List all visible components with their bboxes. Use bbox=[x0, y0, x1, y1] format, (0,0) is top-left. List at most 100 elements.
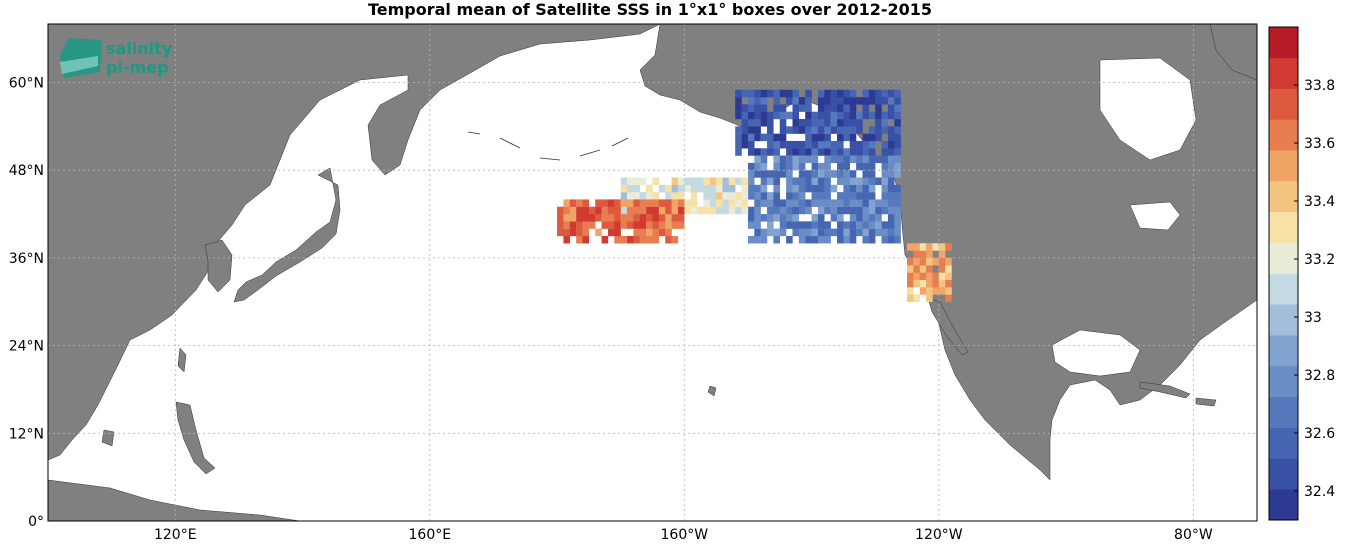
salinity-cell bbox=[760, 162, 768, 171]
salinity-cell bbox=[868, 235, 876, 244]
landmass-hainan bbox=[101, 429, 115, 447]
colorbar-tick-label: 33.8 bbox=[1304, 78, 1335, 94]
salinity-cell bbox=[620, 192, 628, 200]
salinity-cell bbox=[932, 279, 940, 288]
salinity-cell bbox=[817, 170, 825, 178]
salinity-cell bbox=[843, 133, 850, 142]
salinity-cell bbox=[716, 206, 723, 215]
salinity-cell bbox=[658, 221, 666, 229]
salinity-cell bbox=[639, 177, 647, 185]
salinity-cell bbox=[862, 235, 870, 244]
salinity-cell bbox=[887, 126, 895, 134]
salinity-cell bbox=[747, 89, 755, 98]
salinity-cell bbox=[817, 206, 825, 215]
salinity-cell bbox=[779, 140, 787, 149]
salinity-cell bbox=[932, 257, 940, 266]
salinity-cell bbox=[716, 177, 723, 185]
salinity-cell bbox=[887, 228, 895, 237]
salinity-cell bbox=[607, 199, 615, 207]
salinity-cell bbox=[747, 214, 755, 222]
salinity-cell bbox=[773, 97, 780, 105]
salinity-cell bbox=[849, 140, 857, 149]
salinity-cell bbox=[811, 133, 819, 142]
colorbar: 32.4 32.6 32.8 33 33.2 33.4 33.6 33.8 bbox=[1268, 26, 1335, 521]
salinity-cell bbox=[875, 228, 882, 237]
salinity-cell bbox=[792, 111, 800, 120]
landmass-hawaii bbox=[707, 385, 717, 397]
salinity-cell bbox=[684, 177, 691, 185]
salinity-cell bbox=[607, 228, 615, 237]
salinity-cell bbox=[671, 177, 679, 185]
salinity-cell bbox=[913, 279, 920, 288]
colorbar-swatch bbox=[1269, 304, 1298, 336]
salinity-cell bbox=[887, 235, 895, 244]
salinity-cell bbox=[767, 192, 774, 200]
salinity-cell bbox=[811, 111, 819, 120]
salinity-cell bbox=[754, 133, 761, 142]
salinity-cell bbox=[627, 221, 634, 229]
salinity-cell bbox=[595, 199, 602, 207]
salinity-cell bbox=[767, 119, 774, 127]
salinity-cell bbox=[747, 184, 755, 193]
salinity-cell bbox=[843, 104, 850, 112]
salinity-cell bbox=[849, 148, 857, 156]
salinity-cell bbox=[646, 221, 653, 229]
salinity-cell bbox=[569, 221, 577, 229]
salinity-cell bbox=[798, 199, 806, 207]
salinity-cell bbox=[639, 235, 647, 244]
salinity-cell bbox=[760, 170, 768, 178]
salinity-cell bbox=[792, 126, 800, 134]
salinity-cell bbox=[735, 111, 742, 120]
salinity-cell bbox=[620, 214, 628, 222]
salinity-cell bbox=[798, 184, 806, 193]
landmass-philippines bbox=[175, 401, 216, 475]
salinity-cell bbox=[824, 97, 831, 105]
salinity-cell bbox=[843, 97, 850, 105]
salinity-cell bbox=[773, 206, 780, 215]
salinity-cell bbox=[817, 235, 825, 244]
x-tick-label: 80°W bbox=[1174, 527, 1213, 543]
salinity-cell bbox=[728, 184, 736, 193]
salinity-cell bbox=[837, 206, 844, 215]
salinity-cell bbox=[786, 148, 793, 156]
salinity-cell bbox=[798, 221, 806, 229]
salinity-cell bbox=[722, 192, 730, 200]
salinity-cell bbox=[779, 119, 787, 127]
salinity-cell bbox=[945, 294, 952, 302]
salinity-cell bbox=[677, 199, 685, 207]
salinity-cell bbox=[633, 177, 640, 185]
salinity-cell bbox=[843, 221, 850, 229]
salinity-cell bbox=[633, 221, 640, 229]
salinity-cell bbox=[760, 155, 768, 164]
salinity-cell bbox=[741, 133, 749, 142]
salinity-cell bbox=[773, 111, 780, 120]
salinity-cell bbox=[805, 126, 812, 134]
landmass-korea bbox=[204, 239, 233, 293]
salinity-cell bbox=[563, 206, 570, 215]
salinity-cell bbox=[754, 148, 761, 156]
salinity-cell bbox=[837, 162, 844, 171]
salinity-cell bbox=[779, 214, 787, 222]
salinity-cell bbox=[747, 111, 755, 120]
salinity-cell bbox=[595, 206, 602, 215]
salinity-cell bbox=[760, 184, 768, 193]
salinity-cell bbox=[620, 177, 628, 185]
y-tick-label: 36°N bbox=[9, 251, 44, 267]
salinity-cell bbox=[894, 97, 901, 105]
salinity-cell bbox=[894, 111, 901, 120]
salinity-cell bbox=[856, 155, 863, 164]
salinity-cell bbox=[627, 206, 634, 215]
salinity-cell bbox=[792, 192, 800, 200]
salinity-cell bbox=[786, 214, 793, 222]
salinity-cell bbox=[767, 221, 774, 229]
salinity-cell bbox=[932, 243, 940, 251]
salinity-cell bbox=[786, 162, 793, 171]
salinity-cell bbox=[786, 97, 793, 105]
salinity-cell bbox=[805, 89, 812, 98]
salinity-cell bbox=[824, 199, 831, 207]
salinity-cell bbox=[849, 177, 857, 185]
salinity-cell bbox=[907, 287, 914, 295]
salinity-cell bbox=[754, 104, 761, 112]
salinity-cell bbox=[824, 104, 831, 112]
salinity-cell bbox=[824, 206, 831, 215]
